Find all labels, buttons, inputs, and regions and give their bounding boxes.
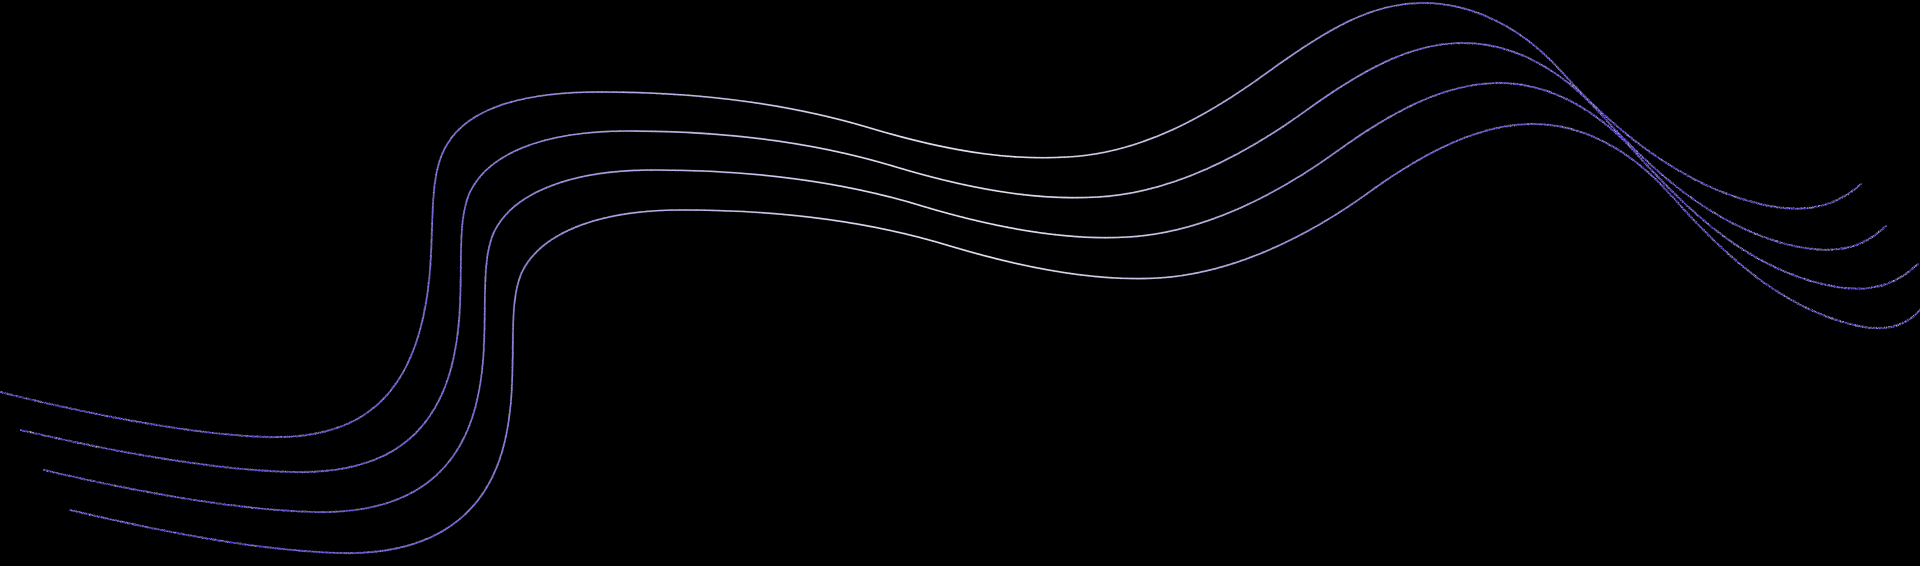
speckle-group — [0, 1, 1920, 555]
flow-line-4-speckle — [68, 122, 1920, 555]
flow-line-1-speckle — [0, 1, 1863, 439]
flow-line-2-speckle — [19, 41, 1888, 474]
flow-line-3-speckle — [42, 81, 1920, 514]
